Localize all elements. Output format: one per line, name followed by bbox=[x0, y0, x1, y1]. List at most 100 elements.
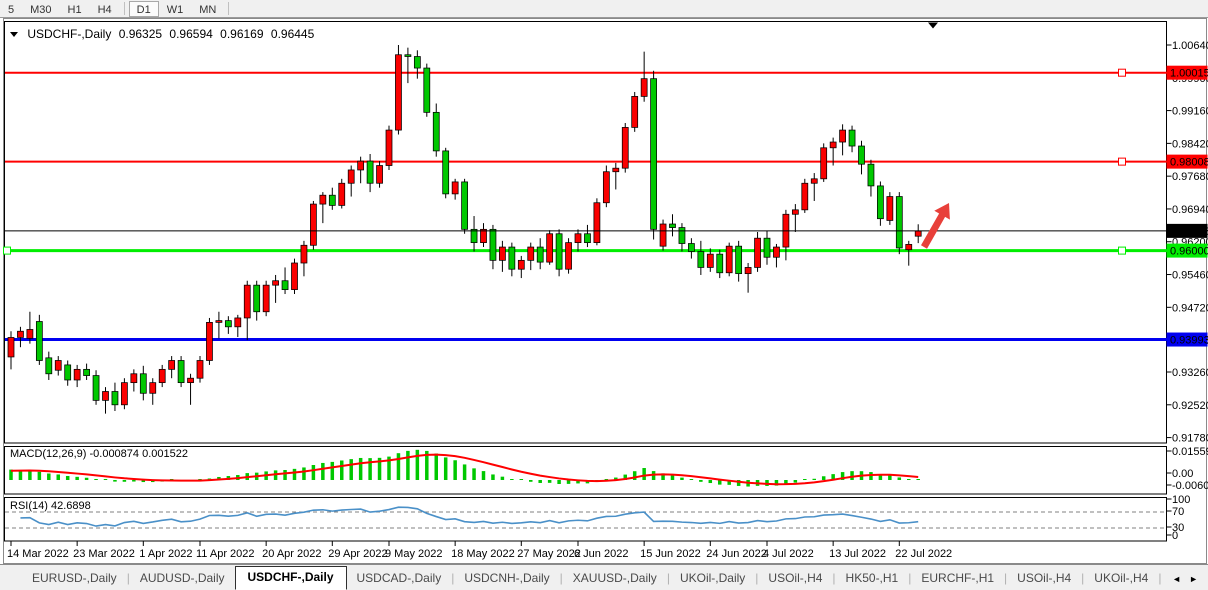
price-badge bbox=[1166, 65, 1208, 80]
chevron-down-icon[interactable] bbox=[10, 32, 18, 37]
tab-divider: | bbox=[908, 571, 912, 585]
tab-divider: | bbox=[559, 571, 563, 585]
svg-text:1.00640: 1.00640 bbox=[1172, 40, 1208, 52]
trend-arrow-annotation[interactable] bbox=[921, 203, 950, 249]
tab-hk50-h1[interactable]: HK50-,H1 bbox=[845, 571, 899, 585]
timeframe-button-m30[interactable]: M30 bbox=[30, 3, 52, 16]
tab-scroll-nav: ◄ ► bbox=[1172, 574, 1208, 590]
svg-text:0.97680: 0.97680 bbox=[1172, 171, 1208, 183]
svg-text:14 Mar 2022: 14 Mar 2022 bbox=[7, 548, 69, 560]
toolbar-separator bbox=[228, 2, 230, 15]
timeframe-button-h1[interactable]: H1 bbox=[67, 3, 82, 16]
tab-divider: | bbox=[1004, 571, 1008, 585]
svg-text:1 Apr 2022: 1 Apr 2022 bbox=[139, 548, 192, 560]
rsi-value: 42.6898 bbox=[50, 500, 91, 512]
svg-text:0.96000: 0.96000 bbox=[1170, 246, 1208, 258]
svg-text:20 Apr 2022: 20 Apr 2022 bbox=[262, 548, 321, 560]
toolbar-separator bbox=[123, 2, 125, 15]
tab-usdchf-daily[interactable]: USDCHF-,Daily bbox=[234, 566, 347, 590]
svg-text:4 Jul 2022: 4 Jul 2022 bbox=[763, 548, 814, 560]
tab-divider: | bbox=[832, 571, 836, 585]
svg-text:11 Apr 2022: 11 Apr 2022 bbox=[196, 548, 255, 560]
tab-eurusd-daily[interactable]: EURUSD-,Daily bbox=[32, 571, 117, 585]
tab-usoil-h4[interactable]: USOil-,H4 bbox=[768, 571, 823, 585]
tab-scroll-left-icon[interactable]: ◄ bbox=[1172, 574, 1182, 584]
svg-text:23 Mar 2022: 23 Mar 2022 bbox=[73, 548, 135, 560]
timeframe-button-mn[interactable]: MN bbox=[199, 3, 217, 16]
tab-usoil-h4[interactable]: USOil-,H4 bbox=[1017, 571, 1072, 585]
timeframe-button-w1[interactable]: W1 bbox=[166, 3, 184, 16]
svg-text:15 Jun 2022: 15 Jun 2022 bbox=[640, 548, 701, 560]
svg-text:-0.006055: -0.006055 bbox=[1172, 480, 1208, 492]
svg-text:1.00015: 1.00015 bbox=[1170, 68, 1208, 80]
svg-text:29 Apr 2022: 29 Apr 2022 bbox=[328, 548, 387, 560]
svg-text:9 May 2022: 9 May 2022 bbox=[385, 548, 442, 560]
svg-text:0.93260: 0.93260 bbox=[1172, 367, 1208, 379]
svg-text:0: 0 bbox=[1172, 530, 1178, 542]
tab-usdcad-daily[interactable]: USDCAD-,Daily bbox=[356, 571, 442, 585]
tab-divider: | bbox=[1158, 571, 1162, 585]
timeframe-button-h4[interactable]: H4 bbox=[97, 3, 112, 16]
chart-title: USDCHF-,Daily 0.96325 0.96594 0.96169 0.… bbox=[10, 27, 318, 41]
line-handle bbox=[3, 246, 11, 255]
ohlc-high: 0.96594 bbox=[169, 27, 213, 41]
macd-indicator-label: MACD(12,26,9) -0.000874 0.001522 bbox=[10, 448, 188, 460]
hline-0.96000[interactable]: 0.96000 bbox=[3, 243, 1208, 258]
svg-text:100: 100 bbox=[1172, 494, 1190, 506]
svg-text:22 Jul 2022: 22 Jul 2022 bbox=[895, 548, 952, 560]
tab-xauusd-daily[interactable]: XAUUSD-,Daily bbox=[572, 571, 657, 585]
tab-divider: | bbox=[666, 571, 670, 585]
symbol-tabbar: EURUSD-,Daily | AUDUSD-,Daily USDCHF-,Daily… bbox=[0, 564, 1208, 590]
price-badge bbox=[1166, 243, 1208, 258]
ohlc-open: 0.96325 bbox=[118, 27, 163, 41]
tab-usdcnh-daily[interactable]: USDCNH-,Daily bbox=[464, 571, 550, 585]
line-handle bbox=[1118, 157, 1126, 166]
svg-text:0.93993: 0.93993 bbox=[1170, 335, 1208, 347]
svg-text:30: 30 bbox=[1172, 522, 1184, 534]
svg-text:0.92520: 0.92520 bbox=[1172, 400, 1208, 412]
current-price-line: 0.96445 bbox=[5, 223, 1208, 238]
svg-text:6 Jun 2022: 6 Jun 2022 bbox=[574, 548, 628, 560]
svg-text:0.98420: 0.98420 bbox=[1172, 138, 1208, 150]
svg-text:0.95460: 0.95460 bbox=[1172, 270, 1208, 282]
ohlc-close: 0.96445 bbox=[270, 27, 315, 41]
timeframe-button-5[interactable]: 5 bbox=[8, 3, 15, 16]
hline-1.00015[interactable]: 1.00015 bbox=[5, 65, 1208, 80]
hline-0.93993[interactable]: 0.93993 bbox=[5, 332, 1208, 347]
tab-ukoil-h4[interactable]: UKOil-,H4 bbox=[1094, 571, 1149, 585]
tab-eurchf-h1[interactable]: EURCHF-,H1 bbox=[921, 571, 995, 585]
chart-shift-marker[interactable] bbox=[928, 22, 938, 29]
svg-text:18 May 2022: 18 May 2022 bbox=[451, 548, 515, 560]
ohlc-low: 0.96169 bbox=[220, 27, 264, 41]
macd-values: -0.000874 0.001522 bbox=[89, 448, 188, 460]
price-badge bbox=[1166, 332, 1208, 347]
price-axis: 1.006400.999000.991600.984200.976800.969… bbox=[1166, 40, 1208, 445]
svg-text:0.00: 0.00 bbox=[1172, 468, 1193, 480]
svg-text:70: 70 bbox=[1172, 506, 1184, 518]
timeframe-button-d1[interactable]: D1 bbox=[128, 0, 159, 17]
date-axis: 14 Mar 2022 23 Mar 2022 1 Apr 2022 11 Apr 2… bbox=[7, 541, 952, 560]
tab-audusd-daily[interactable]: AUDUSD-,Daily bbox=[139, 571, 225, 585]
timeframe-toolbar: 5 M30 H1 H4 D1 W1 MN bbox=[0, 0, 1208, 18]
candles bbox=[7, 45, 922, 414]
svg-text:0.015596: 0.015596 bbox=[1172, 446, 1208, 458]
svg-text:0.98008: 0.98008 bbox=[1170, 157, 1208, 169]
svg-text:0.99160: 0.99160 bbox=[1172, 106, 1208, 118]
line-handle bbox=[1118, 68, 1126, 77]
macd-panel: 0.015596 0.00-0.006055 bbox=[9, 446, 1208, 492]
tab-divider: | bbox=[451, 571, 455, 585]
symbol-period-label: USDCHF-,Daily bbox=[27, 27, 112, 41]
svg-text:0.91780: 0.91780 bbox=[1172, 433, 1208, 445]
svg-text:0.96940: 0.96940 bbox=[1172, 204, 1208, 216]
tab-scroll-right-icon[interactable]: ► bbox=[1189, 574, 1198, 584]
current-price-badge bbox=[1166, 223, 1208, 238]
rsi-indicator-label: RSI(14) 42.6898 bbox=[10, 500, 91, 512]
tab-divider: | bbox=[1081, 571, 1085, 585]
svg-text:0.96445: 0.96445 bbox=[1170, 226, 1208, 238]
hline-0.98008[interactable]: 0.98008 bbox=[5, 154, 1208, 169]
svg-text:13 Jul 2022: 13 Jul 2022 bbox=[829, 548, 886, 560]
svg-text:24 Jun 2022: 24 Jun 2022 bbox=[706, 548, 767, 560]
tab-ukoil-daily[interactable]: UKOil-,Daily bbox=[679, 571, 746, 585]
